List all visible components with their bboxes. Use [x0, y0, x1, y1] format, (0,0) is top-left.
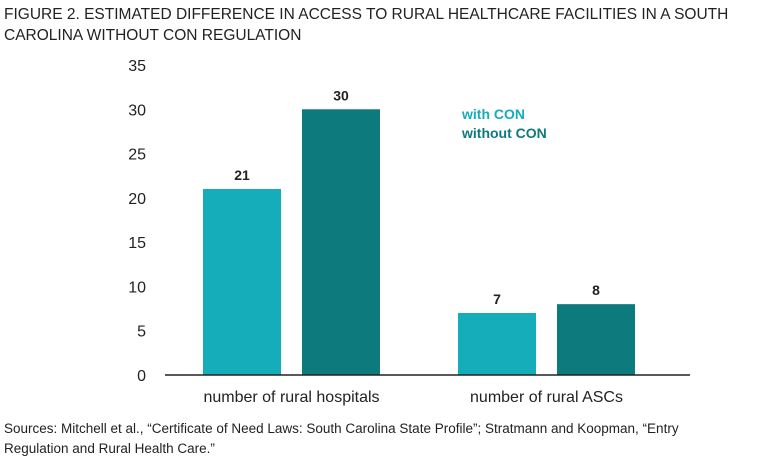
y-tick-label: 20 — [128, 191, 146, 208]
bar-with-con — [458, 313, 536, 375]
bar-without-con — [302, 109, 380, 376]
y-tick-label: 10 — [128, 279, 146, 296]
legend-entry: without CON — [461, 125, 547, 141]
source-line-1: Sources: Mitchell et al., “Certificate o… — [4, 421, 679, 436]
data-label: 8 — [592, 282, 600, 298]
source-line-2: Regulation and Rural Health Care.” — [4, 441, 215, 456]
data-label: 21 — [234, 167, 250, 183]
data-label: 30 — [333, 87, 349, 103]
y-tick-label: 35 — [128, 58, 146, 75]
data-label: 7 — [493, 291, 501, 307]
chart-title-line-1: FIGURE 2. ESTIMATED DIFFERENCE IN ACCESS… — [4, 6, 728, 23]
y-tick-label: 30 — [128, 102, 146, 119]
bar-without-con — [557, 304, 635, 375]
y-tick-label: 25 — [128, 147, 146, 164]
legend-entry: with CON — [461, 106, 525, 122]
y-tick-label: 5 — [137, 324, 146, 341]
y-tick-label: 0 — [137, 368, 146, 385]
x-category-label: number of rural ASCs — [470, 389, 623, 406]
y-tick-label: 15 — [128, 235, 146, 252]
bar-with-con — [203, 189, 281, 375]
chart-title-line-2: CAROLINA WITHOUT CON REGULATION — [4, 27, 301, 44]
x-category-label: number of rural hospitals — [203, 389, 379, 406]
